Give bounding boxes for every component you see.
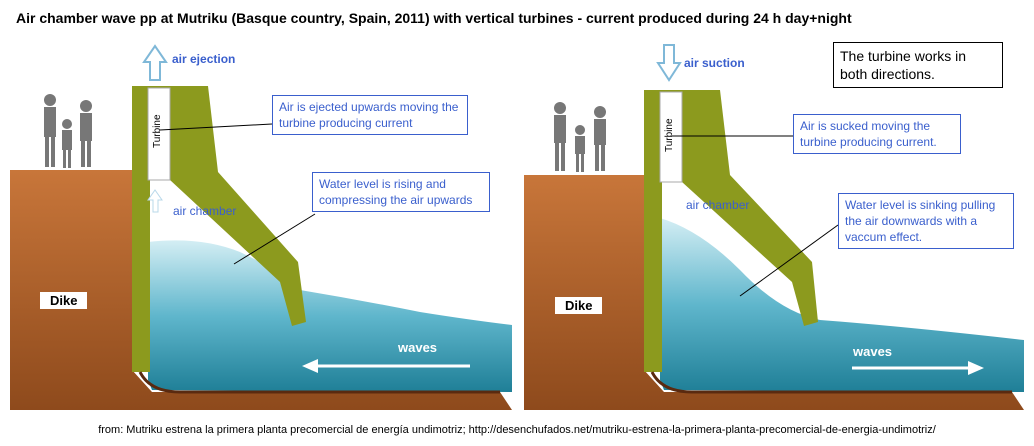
- dike-label: Dike: [40, 292, 88, 309]
- structure: [644, 90, 818, 372]
- waves-label: waves: [398, 340, 438, 355]
- water: [660, 218, 1024, 392]
- title: Air chamber wave pp at Mutriku (Basque c…: [16, 10, 852, 26]
- people: [44, 94, 92, 168]
- air-arrow: [656, 44, 682, 82]
- turbine-callout: Air is sucked moving the turbine produci…: [793, 114, 961, 154]
- air-label: air ejection: [172, 52, 236, 66]
- callout-line: [233, 213, 316, 265]
- callout-line: [159, 123, 273, 131]
- seabed: [138, 371, 500, 394]
- note: The turbine works in both directions.: [833, 42, 1003, 88]
- turbine: [659, 91, 683, 183]
- left-panel: [10, 44, 512, 410]
- waves-label: waves: [853, 344, 893, 359]
- water-callout: Water level is rising and compressing th…: [312, 172, 490, 212]
- dike-label: Dike: [555, 297, 603, 314]
- turbine: [147, 87, 171, 181]
- ground: [524, 175, 1024, 410]
- people: [554, 102, 606, 172]
- chamber-label: air chamber: [173, 204, 237, 218]
- chamber-arrow: [147, 189, 163, 213]
- air-label: air suction: [684, 56, 745, 70]
- air-arrow: [142, 44, 168, 81]
- turbine-callout: Air is ejected upwards moving the turbin…: [272, 95, 468, 135]
- turbine-label: Turbine: [664, 118, 675, 152]
- ground: [10, 170, 512, 410]
- water: [148, 240, 512, 392]
- chamber-label: air chamber: [686, 198, 750, 212]
- seabed: [650, 371, 1012, 394]
- waves-arrowhead: [968, 361, 984, 375]
- structure: [132, 86, 306, 372]
- water-callout: Water level is sinking pulling the air d…: [838, 193, 1014, 249]
- turbine-label: Turbine: [152, 114, 163, 148]
- source: from: Mutriku estrena la primera planta …: [98, 424, 936, 436]
- callout-line: [739, 224, 839, 297]
- waves-arrowhead: [302, 359, 318, 373]
